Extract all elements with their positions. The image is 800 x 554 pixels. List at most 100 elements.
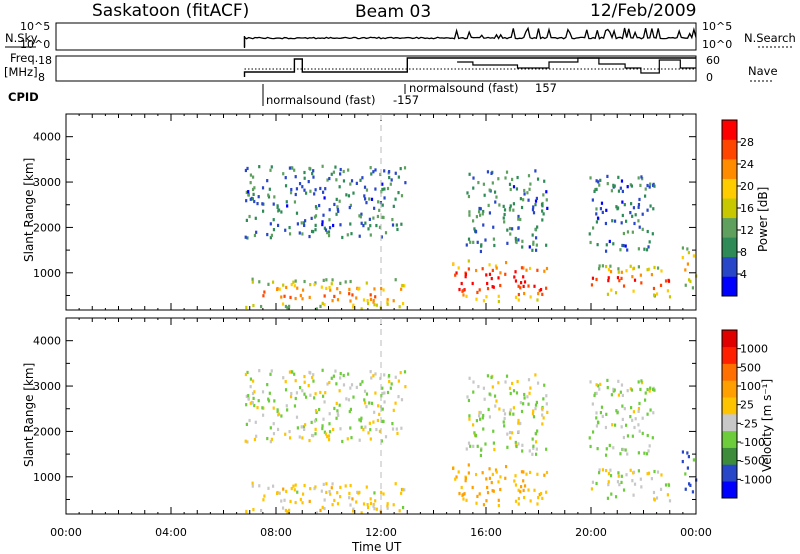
velocity-scatter-cell: [599, 411, 603, 415]
power-scatter-cell: [488, 272, 492, 276]
power-scatter-cell: [668, 295, 672, 299]
velocity-scatter-cell: [333, 498, 336, 503]
power-scatter-cell: [251, 277, 254, 281]
velocity-scatter-cell: [290, 391, 293, 396]
velocity-scatter-cell: [280, 414, 283, 418]
velocity-scatter-cell: [477, 384, 480, 389]
velocity-scatter-cell: [365, 405, 368, 409]
velocity-scatter-cell: [543, 473, 546, 477]
velocity-scatter-cell: [281, 506, 285, 510]
power-scatter-cell: [631, 214, 634, 218]
power-scatter-cell: [531, 233, 534, 237]
velocity-scatter-cell: [637, 380, 640, 384]
velocity-scatter-cell: [486, 485, 489, 490]
power-scatter-cell: [610, 288, 613, 292]
velocity-scatter-cell: [488, 415, 492, 419]
power-scatter-cell: [336, 207, 339, 212]
velocity-scatter-cell: [479, 453, 483, 458]
velocity-scatter-cell: [497, 503, 500, 508]
power-scatter-cell: [508, 226, 512, 231]
velocity-scatter-cell: [369, 501, 373, 506]
power-scatter-cell: [515, 187, 519, 191]
cpid-entry-2-code: 157: [535, 81, 557, 95]
power-ytick-label: 4000: [33, 131, 61, 144]
power-scatter-cell: [649, 204, 652, 208]
freq-label: Freq.: [10, 51, 38, 65]
velocity-scatter-cell: [244, 439, 247, 443]
power-scatter-cell: [367, 301, 370, 306]
velocity-scatter-cell: [458, 491, 461, 496]
power-scatter-cell: [605, 243, 608, 247]
power-scatter-cell: [605, 264, 608, 269]
power-scatter-cell: [517, 292, 520, 297]
power-scatter-cell: [257, 195, 260, 199]
power-scatter-cell: [249, 173, 253, 177]
freq-panel-frame: [55, 55, 697, 82]
velocity-scatter-cell: [303, 427, 306, 432]
velocity-scatter-cell: [468, 414, 471, 418]
velocity-scatter-cell: [503, 412, 507, 416]
velocity-scatter-cell: [467, 463, 470, 467]
power-scatter-cell: [471, 281, 474, 286]
power-scatter-cell: [269, 236, 272, 240]
power-scatter-cell: [534, 248, 538, 252]
power-scatter-cell: [494, 200, 497, 204]
velocity-scatter-cell: [335, 401, 338, 405]
power-scatter-cell: [465, 294, 468, 298]
velocity-ytick-label: 2000: [33, 425, 61, 438]
velocity-scatter-cell: [381, 419, 384, 423]
power-scatter-cell: [664, 279, 668, 283]
velocity-scatter-cell: [512, 389, 516, 393]
velocity-scatter-cell: [541, 422, 544, 426]
power-scatter-cell: [321, 164, 324, 168]
velocity-scatter-cell: [625, 473, 628, 477]
power-scatter-cell: [506, 241, 509, 245]
power-scatter-cell: [293, 200, 297, 204]
power-scatter-cell: [655, 292, 659, 296]
velocity-scatter-cell: [315, 511, 318, 515]
velocity-scatter-cell: [375, 507, 378, 511]
velocity-scatter-cell: [373, 507, 376, 511]
velocity-scatter-cell: [249, 401, 252, 405]
velocity-scatter-cell: [363, 401, 367, 405]
nsky-label: N.Sky: [5, 31, 38, 45]
velocity-scatter-cell: [348, 409, 351, 414]
velocity-scatter-cell: [248, 418, 251, 423]
velocity-scatter-cell: [313, 486, 316, 491]
power-scatter-cell: [522, 266, 525, 270]
freq-trace: [243, 57, 696, 77]
velocity-scatter-cell: [637, 409, 640, 413]
power-scatter-cell: [618, 279, 621, 283]
velocity-scatter-cell: [632, 470, 636, 474]
power-heatmap: [244, 164, 698, 311]
power-scatter-cell: [622, 284, 626, 288]
power-scatter-cell: [388, 175, 391, 180]
velocity-scatter-cell: [284, 380, 287, 384]
velocity-scatter-cell: [497, 381, 500, 385]
velocity-scatter-cell: [282, 487, 285, 491]
power-scatter-cell: [272, 218, 275, 222]
power-scatter-cell: [328, 176, 331, 181]
power-scatter-cell: [509, 204, 512, 208]
power-scatter-cell: [258, 165, 261, 169]
power-scatter-cell: [621, 213, 624, 218]
nsearch-label: N.Search: [744, 31, 796, 45]
velocity-scatter-cell: [284, 388, 288, 392]
power-scatter-cell: [619, 248, 622, 252]
power-scatter-cell: [378, 208, 381, 212]
velocity-scatter-cell: [637, 469, 641, 473]
power-scatter-cell: [606, 174, 609, 179]
velocity-scatter-cell: [640, 379, 643, 383]
velocity-scatter-cell: [332, 374, 336, 378]
velocity-colorbar-frame: [721, 329, 738, 499]
power-scatter-cell: [630, 184, 634, 188]
velocity-scatter-cell: [404, 385, 407, 389]
power-scatter-cell: [651, 183, 655, 188]
power-scatter-cell: [475, 215, 479, 219]
power-scatter-cell: [487, 203, 490, 208]
power-scatter-cell: [290, 166, 293, 170]
power-scatter-cell: [319, 186, 322, 191]
velocity-scatter-cell: [323, 400, 326, 404]
velocity-scatter-cell: [502, 408, 505, 412]
velocity-scatter-cell: [643, 398, 647, 402]
